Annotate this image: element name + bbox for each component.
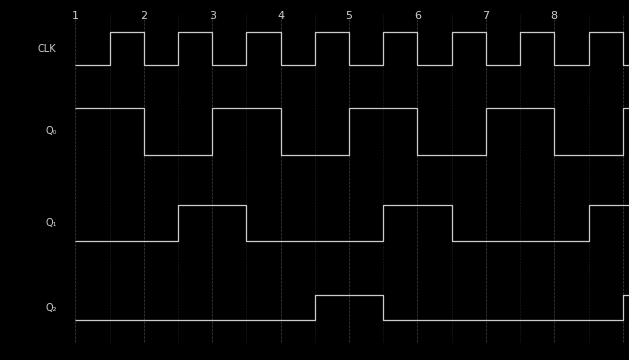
Text: 8: 8 — [551, 11, 558, 21]
Text: 6: 6 — [414, 11, 421, 21]
Text: 4: 4 — [277, 11, 284, 21]
Text: 3: 3 — [209, 11, 216, 21]
Text: 7: 7 — [482, 11, 489, 21]
Text: CLK: CLK — [38, 44, 57, 54]
Text: 5: 5 — [345, 11, 353, 21]
Text: 1: 1 — [72, 11, 79, 21]
Text: Q₀: Q₀ — [45, 126, 57, 136]
Text: Q₁: Q₁ — [45, 218, 57, 228]
Text: 2: 2 — [140, 11, 147, 21]
Text: Q₂: Q₂ — [45, 303, 57, 313]
